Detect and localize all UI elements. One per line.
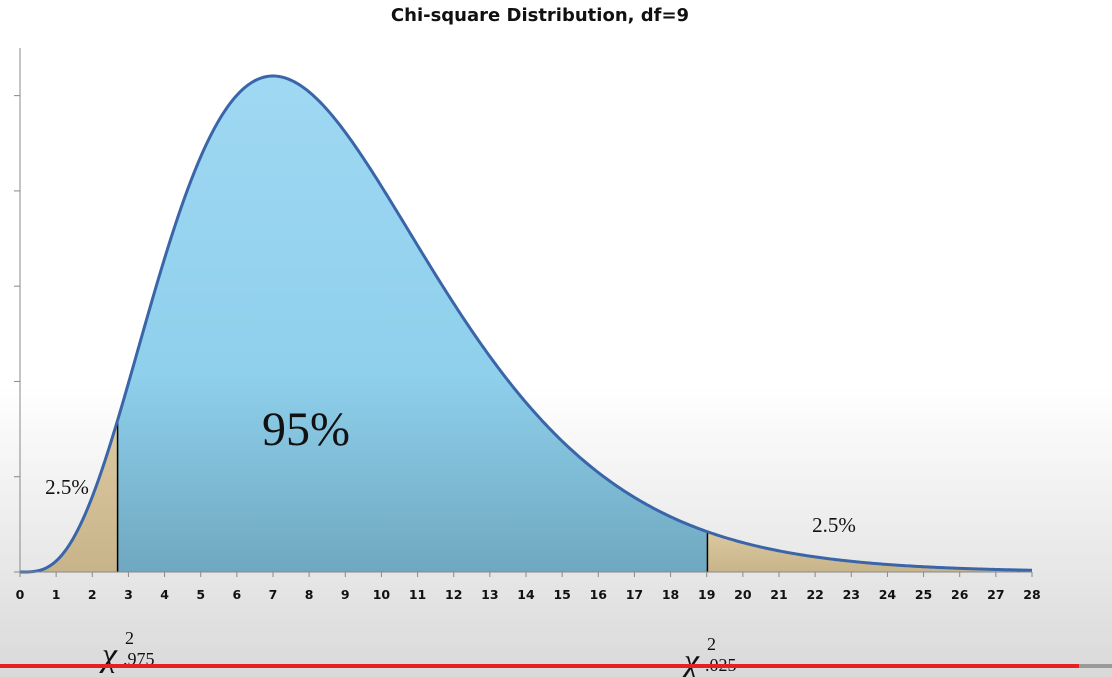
x-tick-label: 24 — [879, 587, 897, 602]
chart-title: Chi-square Distribution, df=9 — [391, 5, 689, 26]
right-tail-label: 2.5% — [812, 513, 856, 537]
x-tick-label: 22 — [806, 587, 823, 602]
region-3-area — [707, 531, 1032, 572]
x-tick-label: 7 — [269, 587, 278, 602]
x-tick-label: 16 — [590, 587, 608, 602]
x-tick-label: 17 — [626, 587, 643, 602]
x-tick-label: 9 — [341, 587, 350, 602]
x-tick-label: 0 — [16, 587, 25, 602]
chart-areas — [20, 74, 1033, 574]
x-tick-label: 10 — [373, 587, 391, 602]
center-area-label: 95% — [262, 403, 350, 456]
x-tick-label: 5 — [196, 587, 205, 602]
x-tick-label: 1 — [52, 587, 61, 602]
region-1-area — [20, 420, 118, 572]
x-axis: 0 1 2 3 4 5 6 7 8 9 10 11 12 13 14 15 16 17 18 19 20 21 22 23 24… — [16, 571, 1041, 602]
y-axis — [14, 48, 21, 573]
video-progress-fill — [0, 664, 1079, 668]
chi-symbol: χ — [681, 643, 700, 677]
x-tick-label: 27 — [987, 587, 1004, 602]
x-tick-label: 3 — [124, 587, 133, 602]
x-tick-label: 23 — [843, 587, 860, 602]
x-tick-label: 28 — [1023, 587, 1040, 602]
video-progress-bar[interactable] — [0, 664, 1112, 668]
x-tick-label: 15 — [553, 587, 570, 602]
chi-symbol: χ — [99, 637, 118, 674]
x-tick-label: 21 — [770, 587, 787, 602]
critical-value-label-2: χ2.025 — [681, 634, 737, 677]
x-tick-label: 12 — [445, 587, 462, 602]
x-tick-label: 26 — [951, 587, 969, 602]
chi-superscript: 2 — [125, 628, 134, 648]
left-tail-label: 2.5% — [45, 475, 89, 499]
x-tick-label: 18 — [662, 587, 679, 602]
x-tick-label: 13 — [481, 587, 498, 602]
x-tick-label: 8 — [305, 587, 314, 602]
x-tick-label: 11 — [409, 587, 426, 602]
x-tick-label: 4 — [160, 587, 169, 602]
density-curve — [20, 74, 1033, 574]
x-tick-label: 19 — [698, 587, 715, 602]
x-tick-label: 20 — [734, 587, 752, 602]
region-2-area — [117, 76, 708, 572]
chi-superscript: 2 — [707, 634, 716, 654]
x-tick-label: 14 — [517, 587, 535, 602]
x-tick-label: 2 — [88, 587, 97, 602]
x-tick-label: 6 — [233, 587, 242, 602]
x-tick-label: 25 — [915, 587, 932, 602]
